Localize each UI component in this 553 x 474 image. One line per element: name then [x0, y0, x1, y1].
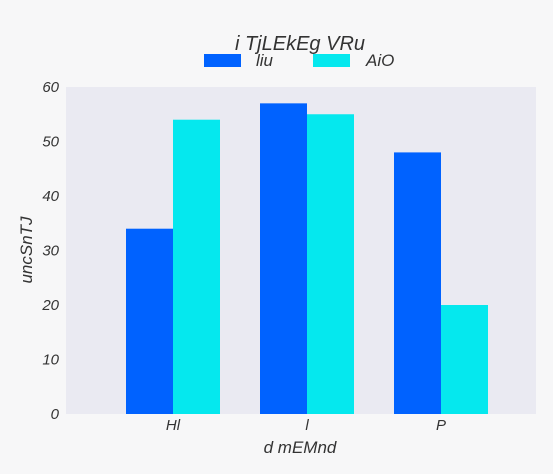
- bar-liu-Hl: [126, 228, 173, 414]
- y-tick-label: 30: [42, 243, 59, 260]
- bar-liu-P: [394, 152, 441, 414]
- legend-swatch: [204, 54, 241, 67]
- y-tick-label: 50: [42, 134, 59, 151]
- x-axis-ticks: Hl l P: [166, 417, 446, 434]
- y-axis-ticks: 0 10 20 30 40 50 60: [41, 79, 59, 423]
- y-tick-label: 60: [42, 79, 59, 96]
- chart-title: i TjLEkEg VRu: [235, 33, 365, 55]
- bar-AiO-Hl: [173, 119, 220, 414]
- y-tick-label: 40: [42, 188, 59, 205]
- x-tick-label: P: [436, 417, 446, 434]
- x-tick-label: l: [305, 417, 309, 434]
- bar-AiO-P: [441, 305, 488, 414]
- bar-AiO-l: [307, 114, 354, 414]
- x-tick-label: Hl: [166, 417, 181, 434]
- legend-label: AiO: [365, 51, 394, 70]
- x-axis-label: d mEMnd: [264, 438, 337, 457]
- legend: liu AiO: [204, 51, 394, 70]
- y-tick-label: 10: [42, 352, 59, 369]
- bars: [126, 103, 488, 414]
- y-axis-label: uncSnTJ: [17, 216, 36, 284]
- legend-label: liu: [256, 51, 274, 70]
- y-tick-label: 0: [51, 406, 60, 423]
- y-tick-label: 20: [41, 297, 59, 314]
- bar-liu-l: [260, 103, 307, 414]
- legend-swatch: [313, 54, 350, 67]
